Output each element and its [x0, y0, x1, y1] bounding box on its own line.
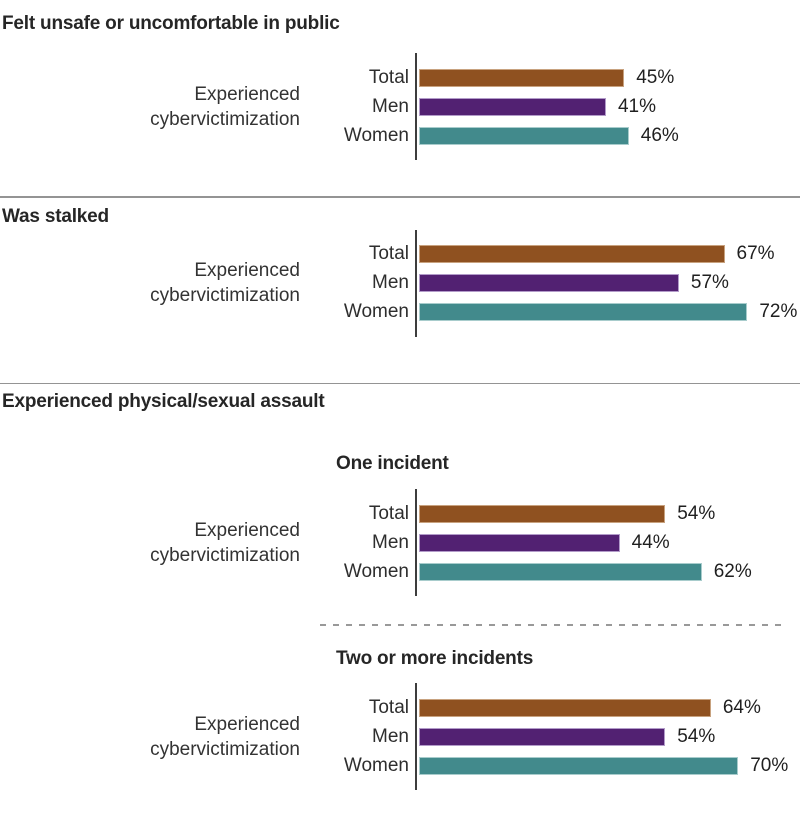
value-label-women: 46%	[640, 124, 679, 146]
bar-men	[419, 533, 620, 552]
category-label-total: Total	[368, 66, 409, 88]
bar-total	[419, 698, 711, 717]
bar-row-women: Women 72%	[300, 298, 800, 327]
bar-row-men: Men 57%	[300, 269, 800, 298]
y-axis-label: Experienced cybervictimization	[0, 712, 300, 762]
bar-row-total: Total 54%	[300, 499, 800, 528]
bar-row-total: Total 67%	[300, 240, 800, 269]
value-label-total: 67%	[736, 243, 775, 264]
y-axis-label: Experienced cybervictimization	[0, 82, 300, 132]
bar-chart-one-incident: Experienced cybervictimization Total 54%…	[0, 489, 800, 596]
value-label-total: 45%	[636, 66, 675, 88]
bar-track: 44%	[419, 532, 800, 554]
plot-area: Total 64% Men 54% Women 70%	[300, 683, 800, 790]
value-label-women: 70%	[750, 754, 789, 776]
section-divider	[0, 382, 800, 384]
value-label-women: 72%	[759, 301, 798, 322]
bar-men	[419, 727, 666, 746]
subheading-one-incident: One incident	[336, 453, 449, 474]
y-axis-label-line2: cybervictimization	[150, 738, 300, 760]
plot-area: Total 54% Men 44% Women 62%	[300, 489, 800, 596]
y-axis-label: Experienced cybervictimization	[0, 518, 300, 568]
category-label-men: Men	[372, 531, 409, 553]
section-divider	[0, 196, 800, 198]
section-title-assault: Experienced physical/sexual assault	[2, 391, 325, 412]
bar-women	[419, 126, 629, 145]
dashed-divider	[320, 624, 786, 626]
category-label-men: Men	[372, 272, 409, 293]
category-label-total: Total	[368, 243, 409, 264]
bar-row-men: Men 54%	[300, 722, 800, 751]
bar-track: 70%	[419, 755, 800, 777]
subheading-two-or-more-incidents: Two or more incidents	[336, 648, 534, 669]
bar-row-women: Women 70%	[300, 751, 800, 780]
category-label-total: Total	[368, 696, 409, 718]
bar-chart-felt-unsafe: Experienced cybervictimization Total 45%…	[0, 53, 800, 160]
bar-total	[419, 245, 725, 263]
plot-area: Total 45% Men 41% Women 46%	[300, 53, 800, 160]
value-label-men: 57%	[690, 272, 729, 293]
y-axis-label-line2: cybervictimization	[150, 285, 300, 306]
category-label-men: Men	[372, 725, 409, 747]
category-label-women: Women	[343, 124, 409, 146]
bar-track: 54%	[419, 503, 800, 525]
y-axis-label-line1: Experienced	[194, 260, 300, 281]
category-label-women: Women	[343, 301, 409, 322]
section-title-was-stalked: Was stalked	[2, 205, 109, 227]
bar-row-women: Women 62%	[300, 557, 800, 586]
value-label-men: 54%	[677, 725, 716, 747]
bar-women	[419, 756, 739, 775]
y-axis-label-line1: Experienced	[194, 519, 300, 541]
category-label-men: Men	[372, 95, 409, 117]
bar-track: 62%	[419, 561, 800, 583]
bar-row-men: Men 41%	[300, 92, 800, 121]
bar-track: 57%	[419, 272, 800, 294]
y-axis-label-line1: Experienced	[194, 713, 300, 735]
value-label-total: 64%	[722, 696, 761, 718]
bar-chart-two-or-more-incidents: Experienced cybervictimization Total 64%…	[0, 683, 800, 790]
bar-track: 67%	[419, 243, 800, 265]
bar-row-total: Total 45%	[300, 63, 800, 92]
y-axis-label: Experienced cybervictimization	[0, 258, 300, 308]
value-label-men: 44%	[631, 531, 670, 553]
bar-track: 54%	[419, 726, 800, 748]
bar-track: 72%	[419, 301, 800, 323]
bar-track: 45%	[419, 67, 800, 89]
y-axis-label-line2: cybervictimization	[150, 544, 300, 566]
bar-row-total: Total 64%	[300, 693, 800, 722]
value-label-total: 54%	[677, 502, 716, 524]
value-label-women: 62%	[713, 560, 752, 582]
plot-area: Total 67% Men 57% Women 72%	[300, 229, 800, 337]
category-label-women: Women	[343, 560, 409, 582]
bar-track: 41%	[419, 96, 800, 118]
bar-total	[419, 504, 666, 523]
bar-women	[419, 303, 748, 321]
bar-track: 64%	[419, 697, 800, 719]
bar-chart-was-stalked: Experienced cybervictimization Total 67%…	[0, 229, 800, 337]
y-axis-label-line1: Experienced	[194, 83, 300, 105]
bar-total	[419, 68, 625, 87]
bar-men	[419, 274, 679, 292]
bar-track: 46%	[419, 125, 800, 147]
section-title-felt-unsafe: Felt unsafe or uncomfortable in public	[2, 13, 340, 34]
bar-men	[419, 97, 606, 116]
category-label-total: Total	[368, 502, 409, 524]
category-label-women: Women	[343, 754, 409, 776]
bar-row-men: Men 44%	[300, 528, 800, 557]
bar-women	[419, 562, 702, 581]
y-axis-label-line2: cybervictimization	[150, 108, 300, 130]
value-label-men: 41%	[617, 95, 656, 117]
bar-row-women: Women 46%	[300, 121, 800, 150]
